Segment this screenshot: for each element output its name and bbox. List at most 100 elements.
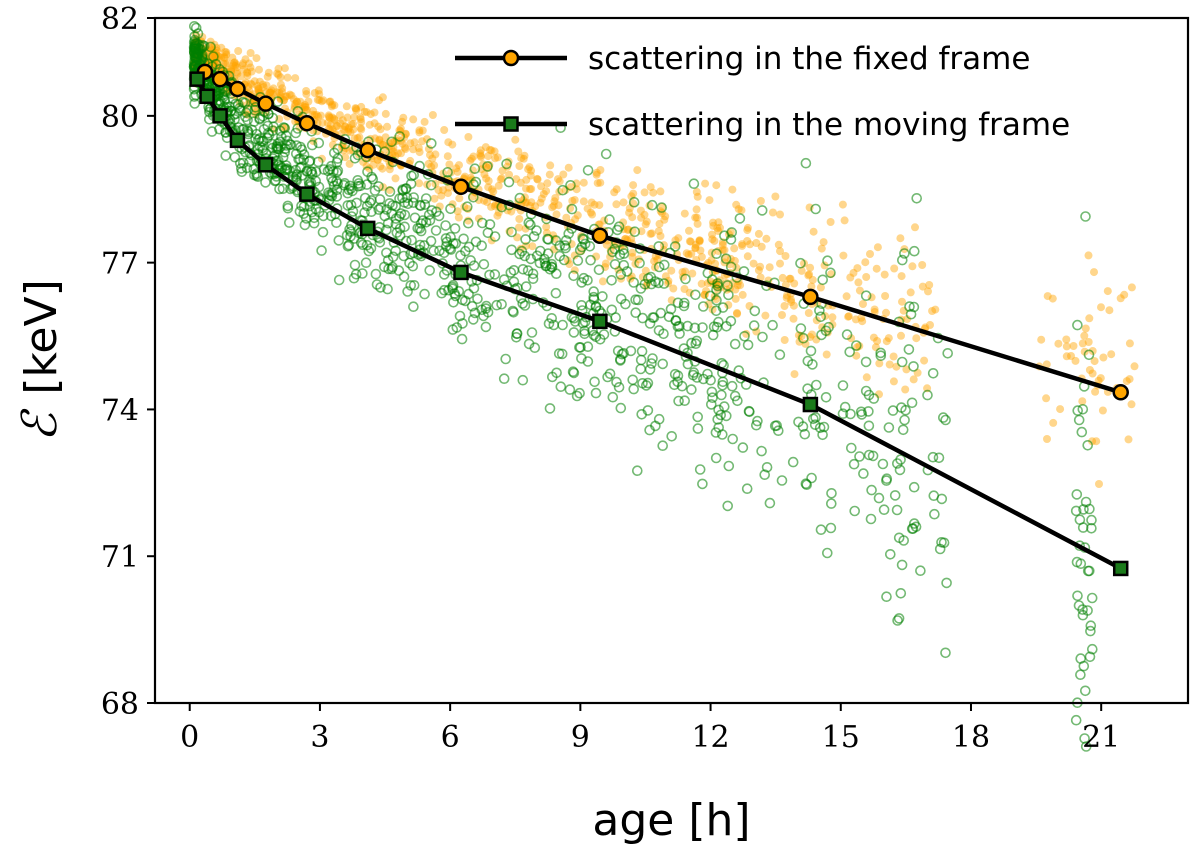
fixed-frame-point [765, 263, 774, 272]
fixed-frame-point [400, 143, 409, 152]
moving-frame-point [697, 478, 708, 490]
fixed-frame-point [323, 118, 332, 127]
fixed-frame-point [596, 166, 605, 174]
fixed-frame-point [738, 241, 747, 250]
fixed-frame-point [641, 220, 650, 229]
moving-frame-point [585, 254, 596, 266]
moving-frame-point [498, 373, 510, 385]
moving-frame-point [553, 348, 565, 359]
moving-frame-point [332, 153, 344, 164]
fixed-frame-point [882, 337, 891, 346]
moving-frame-point [551, 367, 562, 379]
moving-frame-point [895, 454, 906, 465]
fixed-frame-point [928, 307, 937, 315]
fixed-frame-point [302, 87, 311, 95]
moving-frame-point [756, 445, 767, 457]
moving-frame-point [1074, 514, 1086, 526]
moving-frame-point [559, 240, 571, 251]
moving-frame-point [896, 559, 908, 571]
fixed-frame-point [328, 113, 337, 122]
fixed-frame-point [264, 68, 273, 77]
moving-frame-point [615, 269, 627, 280]
moving-frame-point [893, 613, 905, 624]
fixed-frame-point [418, 137, 427, 146]
moving-frame-point [528, 231, 540, 242]
fixed-frame-point [762, 234, 771, 243]
moving-frame-point [543, 318, 555, 329]
fixed-frame-point [859, 300, 867, 308]
fixed-frame-point [230, 58, 239, 67]
moving-frame-point [419, 199, 431, 210]
moving-frame-point [500, 353, 512, 365]
fixed-frame-point [602, 240, 611, 249]
moving-frame-point [881, 475, 892, 486]
fixed-frame-point [239, 59, 248, 68]
fixed-frame-point [858, 317, 867, 326]
moving-frame-point [428, 245, 440, 256]
moving-frame-point [460, 245, 471, 257]
fixed-frame-point [243, 69, 252, 78]
moving-frame-point [193, 44, 204, 56]
moving-frame-point [903, 344, 915, 355]
fixed-frame-point [241, 55, 250, 64]
fixed-frame-point [612, 200, 621, 209]
moving-frame-point [866, 484, 877, 496]
fixed-frame-point [1098, 406, 1107, 415]
y-tick-label: 77 [101, 247, 139, 282]
moving-frame-point [189, 91, 200, 102]
fixed-frame-point [514, 147, 523, 156]
legend: scattering in the fixed frame scattering … [455, 41, 1070, 143]
moving-frame-point [220, 150, 231, 161]
fixed-frame-point [398, 139, 407, 148]
fixed-frame-point [347, 120, 356, 129]
moving-frame-point [604, 214, 615, 225]
moving-frame-point [797, 421, 809, 432]
moving-frame-point [729, 338, 741, 350]
moving-frame-point [355, 180, 366, 192]
fixed-frame-point [889, 377, 898, 386]
moving-frame-marker [229, 132, 246, 149]
fixed-frame-point [443, 152, 452, 161]
fixed-frame-point [374, 122, 383, 131]
fixed-frame-point [884, 334, 893, 343]
fixed-frame-point [428, 154, 437, 163]
moving-frame-point [802, 383, 813, 395]
fixed-frame-point [325, 112, 333, 121]
fixed-frame-point [246, 79, 255, 88]
moving-frame-point [480, 303, 492, 314]
fixed-frame-point [880, 270, 889, 279]
fixed-frame-point [787, 298, 796, 306]
moving-frame-point [554, 250, 566, 262]
moving-frame-point [937, 412, 949, 423]
fixed-frame-point [255, 65, 263, 74]
fixed-frame-point [1090, 268, 1098, 277]
moving-frame-point [717, 379, 728, 391]
moving-frame-point [657, 358, 669, 370]
fixed-frame-point [713, 224, 722, 233]
fixed-frame-point [415, 126, 424, 135]
moving-frame-point [805, 345, 817, 357]
fixed-frame-point [526, 202, 535, 210]
moving-frame-point [606, 304, 618, 316]
fixed-frame-point [734, 205, 743, 214]
moving-frame-point [705, 399, 717, 410]
moving-frame-point [725, 261, 737, 273]
fixed-frame-point [661, 212, 670, 221]
fixed-frame-point [340, 122, 349, 131]
moving-frame-point [398, 250, 410, 262]
fixed-frame-point [543, 179, 552, 188]
fixed-frame-point [519, 154, 528, 163]
fixed-frame-point [661, 272, 670, 281]
moving-frame-point [468, 260, 480, 272]
fixed-frame-point [844, 312, 853, 321]
fixed-frame-point [221, 48, 229, 56]
moving-frame-point [711, 248, 722, 259]
fixed-frame-point [474, 214, 483, 223]
moving-frame-point [447, 324, 459, 335]
fixed-frame-point [328, 140, 337, 149]
fixed-frame-point [692, 187, 701, 196]
moving-frame-point [357, 239, 369, 251]
moving-frame-point [725, 234, 737, 245]
fixed-frame-point [289, 95, 298, 104]
moving-frame-point [678, 300, 690, 312]
